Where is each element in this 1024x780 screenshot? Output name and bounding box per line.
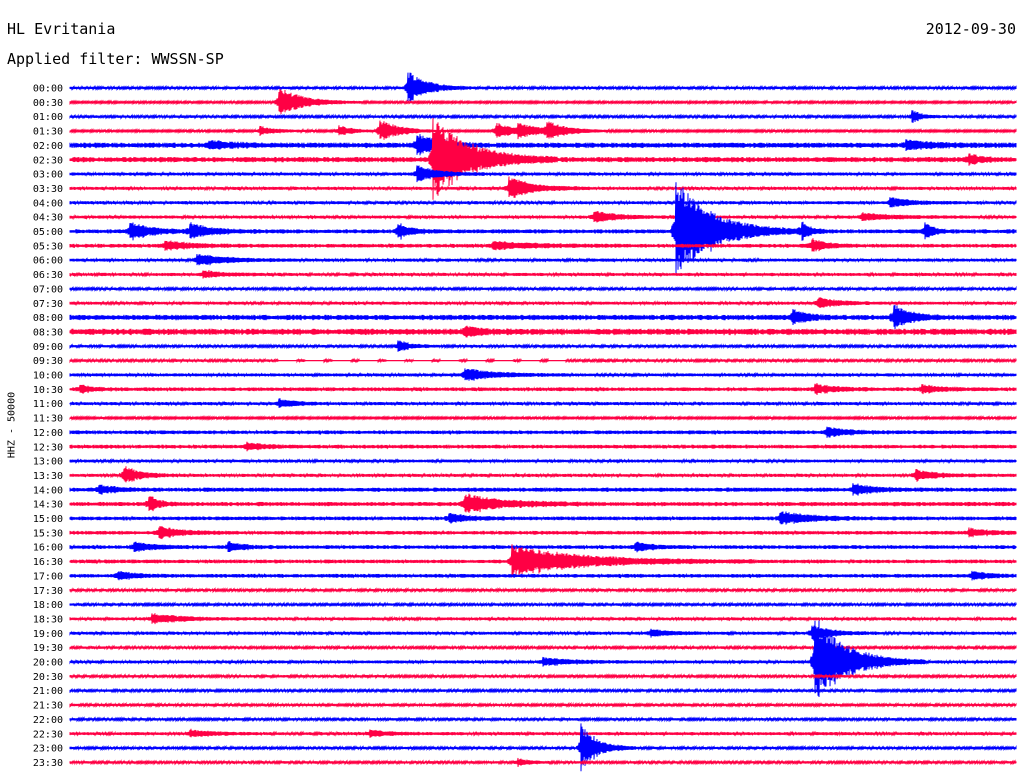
trace-row [69,398,1017,408]
row-tick-label: 00:00 [33,84,63,95]
row-tick-label: 20:00 [33,658,63,669]
row-tick-label: 13:30 [33,471,63,482]
row-tick-label: 03:30 [33,184,63,195]
row-tick-label: 06:30 [33,270,63,281]
row-tick-label: 23:00 [33,744,63,755]
row-tick-label: 11:30 [33,414,63,425]
row-tick-label: 12:00 [33,428,63,439]
row-tick-label: 04:00 [33,198,63,209]
row-tick-label: 06:00 [33,256,63,267]
row-tick-label: 01:30 [33,127,63,138]
trace-row [69,544,1017,578]
trace-row [69,88,1017,115]
row-tick-label: 19:30 [33,643,63,654]
row-tick-label: 13:00 [33,457,63,468]
row-tick-label: 03:00 [33,170,63,181]
row-tick-label: 08:00 [33,313,63,324]
row-tick-label: 00:30 [33,98,63,109]
row-tick-label: 22:30 [33,729,63,740]
row-tick-label: 18:00 [33,600,63,611]
row-tick-label: 10:00 [33,371,63,382]
row-tick-label: 09:30 [33,356,63,367]
trace-row [69,238,1017,252]
trace-row [69,466,1017,483]
row-tick-label: 12:30 [33,442,63,453]
row-tick-label: 19:00 [33,629,63,640]
row-tick-label: 23:30 [33,758,63,769]
row-tick-label: 18:30 [33,614,63,625]
row-tick-label: 22:00 [33,715,63,726]
row-tick-label: 05:30 [33,241,63,252]
row-tick-label: 09:00 [33,342,63,353]
row-tick-label: 17:00 [33,571,63,582]
row-tick-label: 07:30 [33,299,63,310]
record-date: 2012-09-30 [925,20,1016,38]
row-tick-label: 15:30 [33,528,63,539]
trace-row [69,120,1017,140]
row-tick-label: 11:00 [33,399,63,410]
row-tick-label: 10:30 [33,385,63,396]
filter-label: Applied filter: WWSSN-SP [7,50,224,68]
row-tick-label: 15:00 [33,514,63,525]
station-title: HL Evritania [7,20,116,38]
trace-row [69,134,1017,156]
row-tick-label: 07:00 [33,284,63,295]
row-tick-label: 16:00 [33,543,63,554]
trace-row [69,493,1017,513]
row-tick-label: 21:30 [33,701,63,712]
row-tick-label: 05:00 [33,227,63,238]
row-tick-label: 02:00 [33,141,63,152]
row-tick-label: 20:30 [33,672,63,683]
row-tick-label: 08:30 [33,327,63,338]
row-tick-label: 21:00 [33,686,63,697]
row-tick-label: 17:30 [33,586,63,597]
row-tick-label: 04:30 [33,213,63,224]
row-tick-label: 16:30 [33,557,63,568]
row-tick-label: 01:00 [33,112,63,123]
row-tick-label: 02:30 [33,155,63,166]
row-tick-label: 14:00 [33,485,63,496]
row-tick-label: 14:30 [33,500,63,511]
trace-row [69,176,1017,198]
